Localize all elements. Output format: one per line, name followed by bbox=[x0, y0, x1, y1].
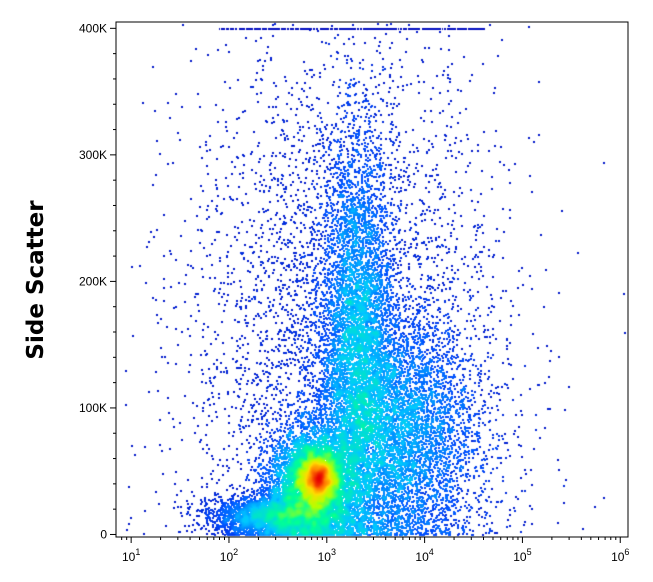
x-tick-label: 101 bbox=[122, 547, 140, 564]
plot-frame bbox=[115, 21, 629, 538]
density-dots bbox=[116, 22, 628, 537]
plot-area bbox=[116, 22, 628, 537]
y-axis-label: Side Scatter bbox=[23, 200, 49, 360]
y-tick-label: 200K bbox=[79, 274, 107, 288]
y-tick-label: 100K bbox=[79, 401, 107, 415]
x-tick-exponent: 4 bbox=[429, 547, 434, 557]
x-tick-label: 103 bbox=[318, 547, 336, 564]
y-tick-label: 400K bbox=[79, 21, 107, 35]
x-tick-exponent: 5 bbox=[527, 547, 532, 557]
x-tick-label: 102 bbox=[220, 547, 238, 564]
x-tick-base: 10 bbox=[122, 550, 136, 564]
x-tick-exponent: 6 bbox=[624, 547, 629, 557]
y-tick-label: 0 bbox=[100, 527, 107, 541]
x-tick-label: 104 bbox=[415, 547, 433, 564]
x-tick-exponent: 2 bbox=[233, 547, 238, 557]
x-tick-exponent: 3 bbox=[331, 547, 336, 557]
y-axis: 0 100K 200K 300K 400K bbox=[79, 21, 116, 541]
x-tick-label: 105 bbox=[513, 547, 531, 564]
x-tick-base: 10 bbox=[220, 550, 234, 564]
x-tick-base: 10 bbox=[513, 550, 527, 564]
x-tick-base: 10 bbox=[611, 550, 625, 564]
x-tick-exponent: 1 bbox=[135, 547, 140, 557]
x-tick-label: 106 bbox=[611, 547, 629, 564]
x-tick-base: 10 bbox=[318, 550, 332, 564]
x-tick-base: 10 bbox=[415, 550, 429, 564]
x-axis: 101 102 103 104 105 106 bbox=[121, 537, 629, 564]
y-tick-label: 300K bbox=[79, 148, 107, 162]
